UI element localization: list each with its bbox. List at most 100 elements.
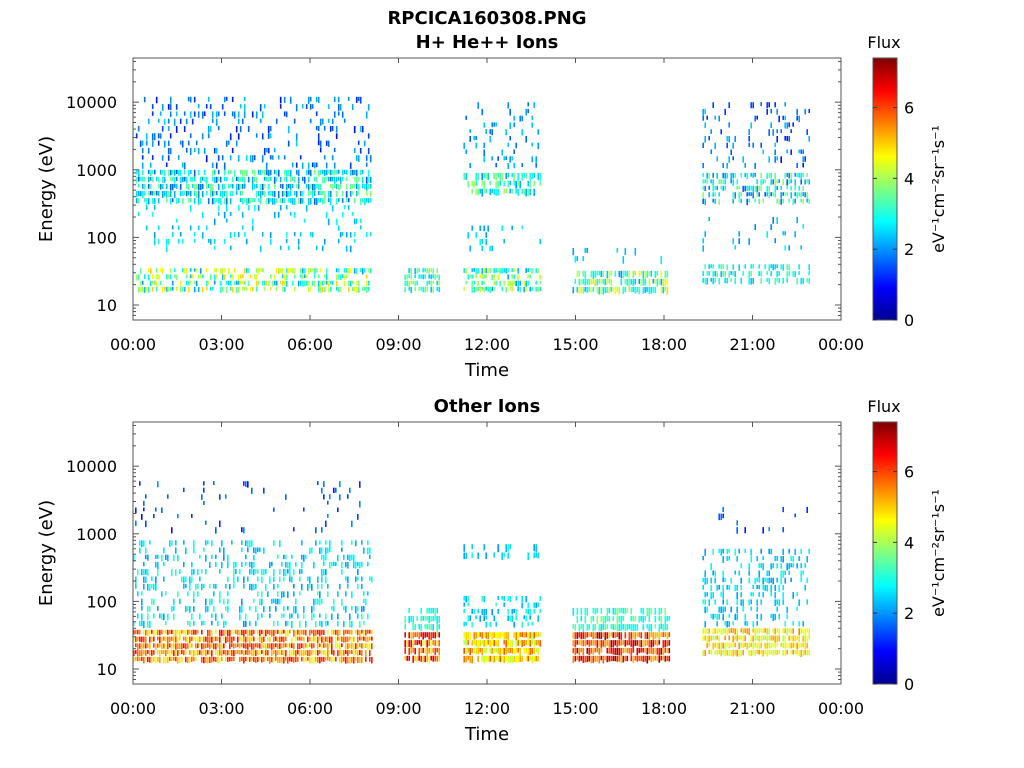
heatmap-cell: [762, 179, 764, 185]
heatmap-cell: [760, 613, 762, 621]
heatmap-cell: [511, 655, 513, 664]
heatmap-cell: [359, 636, 361, 641]
heatmap-cell: [261, 598, 263, 606]
heatmap-cell: [666, 287, 669, 295]
heatmap-cell: [297, 183, 300, 190]
heatmap-cell: [724, 635, 726, 641]
x-tick-label: 12:00: [464, 699, 510, 718]
heatmap-cell: [756, 192, 758, 198]
heatmap-cell: [718, 198, 720, 205]
heatmap-cell: [149, 191, 152, 196]
heatmap-cell: [167, 118, 170, 124]
heatmap-cell: [313, 274, 316, 279]
heatmap-cell: [137, 191, 140, 197]
heatmap-cell: [706, 277, 708, 285]
heatmap-cell: [349, 629, 351, 635]
heatmap-cell: [269, 126, 272, 132]
heatmap-cell: [285, 636, 287, 641]
heatmap-cell: [660, 256, 663, 265]
heatmap-cell: [323, 155, 326, 160]
heatmap-cell: [215, 111, 218, 118]
heatmap-cell: [143, 96, 146, 103]
heatmap-cell: [315, 650, 317, 656]
heatmap-cell: [215, 118, 218, 126]
heatmap-cell: [495, 621, 497, 627]
heatmap-cell: [231, 183, 234, 189]
heatmap-cell: [780, 156, 782, 163]
heatmap-cell: [229, 629, 231, 637]
heatmap-cell: [273, 629, 275, 636]
heatmap-cell: [333, 96, 336, 102]
heatmap-cell: [748, 271, 750, 278]
heatmap-cell: [151, 198, 154, 204]
heatmap-cell: [483, 615, 485, 621]
heatmap-cell: [149, 656, 151, 663]
heatmap-cell: [223, 598, 225, 605]
heatmap-cell: [237, 133, 240, 140]
heatmap-cell: [760, 563, 762, 568]
heatmap-cell: [353, 636, 355, 642]
heatmap-cell: [235, 569, 237, 574]
heatmap-cell: [501, 172, 503, 181]
heatmap-cell: [287, 620, 289, 626]
heatmap-cell: [367, 176, 370, 183]
heatmap-cell: [269, 169, 272, 176]
heatmap-cell: [529, 655, 531, 661]
heatmap-cell: [782, 649, 784, 656]
heatmap-cell: [578, 287, 581, 294]
heatmap-cell: [702, 172, 704, 177]
heatmap-cell: [249, 656, 251, 662]
heatmap-cell: [261, 629, 263, 634]
heatmap-cell: [189, 636, 191, 644]
heatmap-cell: [231, 96, 234, 103]
heatmap-cell: [255, 191, 258, 198]
heatmap-cell: [794, 231, 796, 238]
heatmap-cell: [371, 629, 373, 635]
heatmap-cell: [594, 632, 597, 639]
heatmap-cell: [772, 192, 774, 197]
heatmap-cell: [309, 104, 312, 110]
heatmap-cell: [744, 621, 746, 626]
heatmap-cell: [157, 650, 159, 655]
heatmap-cell: [418, 286, 420, 292]
x-tick-label: 18:00: [641, 699, 687, 718]
heatmap-cell: [215, 162, 218, 169]
heatmap-cell: [185, 636, 187, 642]
heatmap-cell: [191, 656, 193, 662]
heatmap-cell: [145, 198, 148, 205]
heatmap-cell: [748, 628, 750, 636]
heatmap-cell: [317, 481, 319, 485]
heatmap-cell: [770, 122, 772, 129]
heatmap-cell: [367, 104, 370, 111]
heatmap-cell: [426, 607, 428, 614]
heatmap-cell: [477, 280, 479, 287]
heatmap-cell: [531, 172, 533, 179]
heatmap-cell: [193, 238, 196, 243]
heatmap-cell: [535, 640, 537, 646]
heatmap-cell: [301, 650, 303, 656]
heatmap-cell: [527, 280, 529, 286]
heatmap-cell: [357, 561, 359, 566]
heatmap-cell: [191, 561, 193, 568]
heatmap-cell: [299, 620, 301, 628]
heatmap-cell: [519, 640, 521, 645]
heatmap-cell: [331, 650, 333, 655]
heatmap-cell: [652, 287, 655, 293]
heatmap-cell: [241, 225, 244, 230]
heatmap-cell: [205, 155, 208, 163]
heatmap-cell: [207, 280, 210, 285]
heatmap-cell: [319, 198, 322, 203]
heatmap-cell: [199, 643, 201, 648]
heatmap-cell: [404, 280, 406, 286]
heatmap-cell: [654, 270, 657, 278]
heatmap-cell: [497, 268, 499, 273]
heatmap-cell: [255, 286, 258, 292]
y-tick-label: 1000: [76, 161, 117, 180]
heatmap-cell: [269, 176, 272, 181]
heatmap-cell: [798, 621, 800, 627]
heatmap-cell: [521, 172, 523, 181]
heatmap-cell: [289, 650, 291, 657]
heatmap-cell: [161, 286, 164, 294]
heatmap-cell: [764, 264, 766, 270]
heatmap-cell: [157, 481, 159, 488]
